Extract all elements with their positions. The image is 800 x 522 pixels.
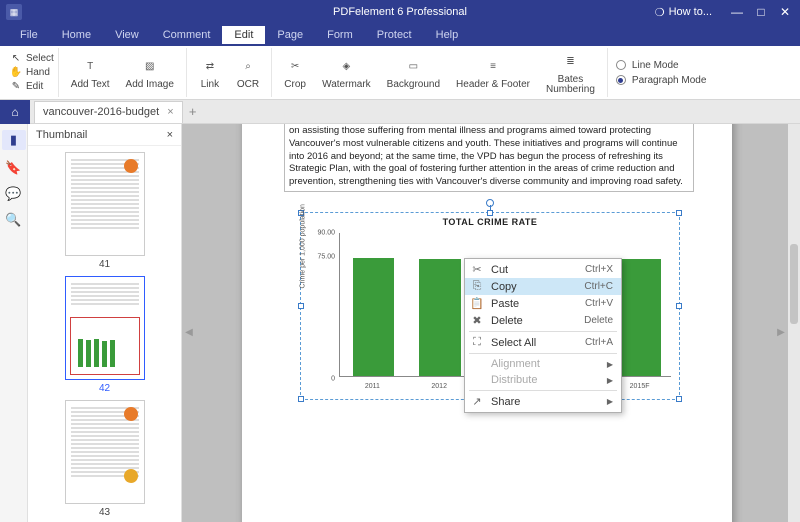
menu-form[interactable]: Form: [315, 26, 365, 44]
ctx-cut[interactable]: ✂CutCtrl+X: [465, 261, 621, 278]
vertical-scrollbar[interactable]: [788, 124, 800, 522]
resize-handle-se[interactable]: [676, 396, 682, 402]
menu-edit[interactable]: Edit: [222, 26, 265, 44]
context-menu: ✂CutCtrl+X⎘CopyCtrl+C📋PasteCtrl+V✖Delete…: [464, 258, 622, 413]
ctx-distribute: Distribute▶: [465, 372, 621, 388]
resize-handle-ne[interactable]: [676, 210, 682, 216]
maximize-button[interactable]: □: [750, 3, 772, 21]
watermark-button[interactable]: ◈Watermark: [314, 48, 379, 97]
bookmark-panel-icon[interactable]: 🔖: [6, 160, 22, 176]
close-thumbnail-icon[interactable]: ×: [167, 129, 173, 141]
search-panel-icon[interactable]: 🔍: [6, 212, 22, 228]
prev-page-arrow[interactable]: ◀: [184, 323, 194, 341]
howto-link[interactable]: ❍How to...: [655, 6, 712, 19]
menu-home[interactable]: Home: [50, 26, 103, 44]
left-toolbar: ▮ 🔖 💬 🔍: [0, 124, 28, 522]
thumbnail-panel: Thumbnail × 414243: [28, 124, 182, 522]
thumbnail-title: Thumbnail: [36, 129, 87, 141]
ctx-share[interactable]: ↗Share▶: [465, 393, 621, 410]
menu-page[interactable]: Page: [265, 26, 315, 44]
next-page-arrow[interactable]: ▶: [776, 323, 786, 341]
app-icon: ▦: [6, 4, 22, 20]
menu-comment[interactable]: Comment: [151, 26, 223, 44]
chart-bar-2011: [353, 258, 394, 376]
document-tab[interactable]: vancouver-2016-budget ×: [34, 101, 183, 123]
app-title: PDFelement 6 Professional: [333, 6, 467, 18]
chart-ylabel: Crime per 1,000 population: [300, 204, 307, 288]
scroll-thumb[interactable]: [790, 244, 798, 324]
ctx-paste[interactable]: 📋PasteCtrl+V: [465, 295, 621, 312]
ctx-select-all[interactable]: ⛶Select AllCtrl+A: [465, 334, 621, 351]
ctx-alignment: Alignment▶: [465, 356, 621, 372]
home-tab[interactable]: ⌂: [0, 100, 30, 124]
resize-handle-n[interactable]: [487, 210, 493, 216]
menu-help[interactable]: Help: [424, 26, 471, 44]
chart-bar-2012: [419, 259, 460, 376]
minimize-button[interactable]: —: [726, 3, 748, 21]
resize-handle-w[interactable]: [298, 303, 304, 309]
paragraph-text[interactable]: on assisting those suffering from mental…: [284, 124, 694, 192]
document-canvas[interactable]: ◀ ▶ on assisting those suffering from me…: [182, 124, 800, 522]
background-button[interactable]: ▭Background: [379, 48, 448, 97]
line-mode-radio[interactable]: Line Mode: [612, 58, 711, 73]
resize-handle-e[interactable]: [676, 303, 682, 309]
add-tab-button[interactable]: +: [183, 104, 203, 119]
menu-view[interactable]: View: [103, 26, 151, 44]
ctx-copy[interactable]: ⎘CopyCtrl+C: [465, 278, 621, 295]
tab-strip: ⌂ vancouver-2016-budget × +: [0, 100, 800, 124]
thumbnail-page-42[interactable]: 42: [65, 276, 145, 394]
header-footer-button[interactable]: ≡Header & Footer: [448, 48, 538, 97]
edit-tool[interactable]: ✎Edit: [10, 80, 54, 94]
title-bar: ▦ PDFelement 6 Professional ❍How to... —…: [0, 0, 800, 24]
thumbnail-page-43[interactable]: 43: [65, 400, 145, 518]
ocr-button[interactable]: ⌕OCR: [229, 48, 267, 97]
select-tool[interactable]: ↖Select: [10, 52, 54, 66]
thumbnail-page-41[interactable]: 41: [65, 152, 145, 270]
add-image-button[interactable]: ▨Add Image: [118, 48, 182, 97]
ctx-delete[interactable]: ✖DeleteDelete: [465, 312, 621, 329]
menu-protect[interactable]: Protect: [365, 26, 424, 44]
close-button[interactable]: ✕: [774, 3, 796, 21]
resize-handle-sw[interactable]: [298, 396, 304, 402]
chart-bar-2015F: [620, 259, 661, 376]
menu-bar: FileHomeViewCommentEditPageFormProtectHe…: [0, 24, 800, 46]
crop-button[interactable]: ✂Crop: [276, 48, 314, 97]
paragraph-mode-radio[interactable]: Paragraph Mode: [612, 73, 711, 88]
hand-tool[interactable]: ✋Hand: [10, 66, 54, 80]
document-tab-label: vancouver-2016-budget: [43, 106, 159, 118]
thumbnail-panel-icon[interactable]: ▮: [2, 130, 26, 150]
menu-file[interactable]: File: [8, 26, 50, 44]
add-text-button[interactable]: TAdd Text: [63, 48, 118, 97]
ribbon: ↖Select ✋Hand ✎Edit TAdd Text ▨Add Image…: [0, 46, 800, 100]
bates-button[interactable]: ≣Bates Numbering: [538, 48, 603, 97]
close-tab-icon[interactable]: ×: [167, 106, 173, 118]
link-button[interactable]: ⇄Link: [191, 48, 229, 97]
comment-panel-icon[interactable]: 💬: [6, 186, 22, 202]
